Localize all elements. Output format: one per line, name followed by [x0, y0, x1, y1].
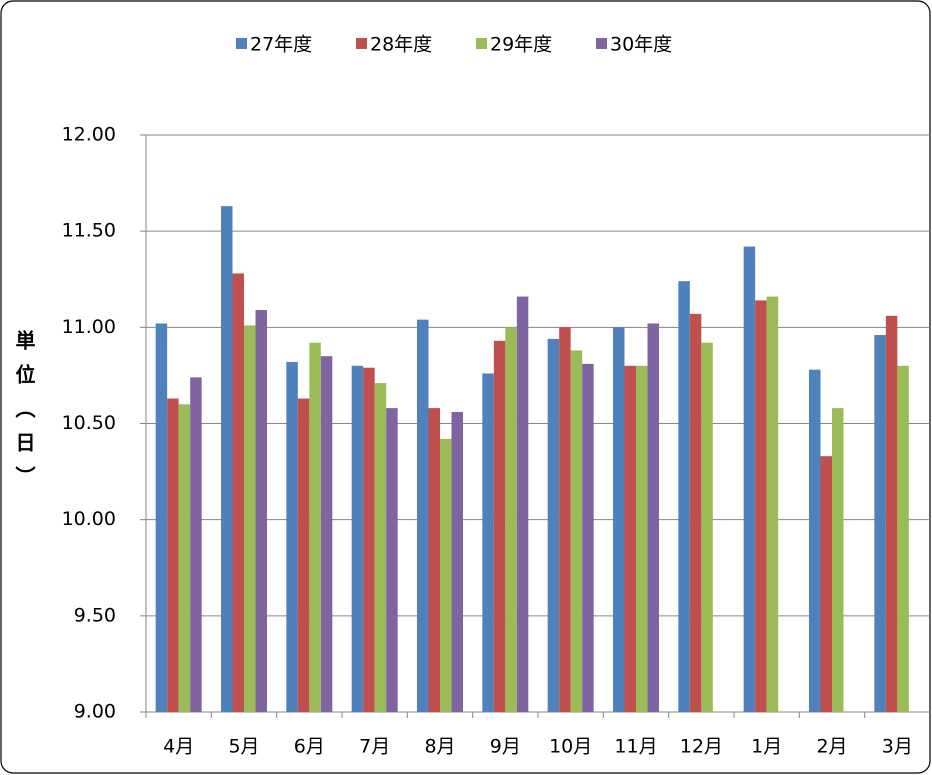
- bar: [493, 340, 506, 712]
- bar: [167, 398, 179, 712]
- bar: [678, 281, 690, 712]
- bar: [255, 310, 267, 712]
- bar: [743, 246, 756, 712]
- bar: [286, 361, 298, 712]
- bar: [505, 327, 517, 712]
- bar: [897, 365, 909, 712]
- bar: [636, 365, 648, 712]
- bar: [755, 300, 767, 712]
- x-tick-label: 10月: [549, 736, 592, 758]
- bar: [363, 367, 375, 712]
- bar: [440, 438, 452, 712]
- x-tick-label: 3月: [882, 736, 913, 758]
- x-tick-label: 4月: [163, 736, 194, 758]
- legend-swatch: [356, 38, 367, 49]
- bar: [559, 327, 571, 712]
- bar: [178, 404, 191, 712]
- bar: [190, 377, 202, 712]
- y-tick-label: 10.50: [62, 412, 116, 434]
- x-tick-label: 11月: [614, 736, 657, 758]
- bar: [809, 369, 821, 712]
- bar: [221, 206, 233, 712]
- bar: [547, 338, 560, 712]
- x-tick-label: 8月: [424, 736, 455, 758]
- legend-swatch: [476, 38, 487, 49]
- bar: [428, 408, 440, 712]
- bar: [613, 327, 625, 712]
- x-tick-label: 1月: [751, 736, 782, 758]
- x-tick-label: 9月: [490, 736, 521, 758]
- legend-label: 30年度: [610, 34, 672, 56]
- x-tick-label: 6月: [294, 736, 325, 758]
- bar: [874, 335, 886, 712]
- bar: [155, 323, 168, 712]
- x-tick-label: 2月: [816, 736, 847, 758]
- y-tick-label: 11.00: [62, 316, 116, 338]
- bar: [701, 342, 713, 712]
- bar: [374, 383, 387, 712]
- bar: [417, 319, 429, 712]
- bar: [244, 325, 256, 712]
- bar: [582, 363, 594, 712]
- y-tick-label: 10.00: [62, 508, 116, 530]
- bar: [820, 456, 832, 712]
- legend-swatch: [596, 38, 607, 49]
- bar: [624, 365, 636, 712]
- bar: [832, 408, 844, 712]
- bar: [482, 373, 494, 712]
- bar: [232, 273, 244, 712]
- y-axis-label: 単位（日）: [12, 330, 36, 500]
- y-tick-label: 12.00: [62, 124, 116, 146]
- bar: [647, 323, 659, 712]
- bar: [689, 313, 702, 712]
- x-tick-label: 7月: [359, 736, 390, 758]
- y-tick-label: 9.50: [74, 604, 116, 626]
- bar: [451, 411, 463, 712]
- legend-label: 29年度: [490, 34, 552, 56]
- legend-label: 28年度: [370, 34, 432, 56]
- bar: [386, 408, 398, 712]
- y-tick-label: 9.00: [74, 701, 116, 723]
- bar: [766, 296, 779, 712]
- bar: [570, 350, 583, 712]
- bar: [516, 296, 529, 712]
- legend-label: 27年度: [250, 34, 312, 56]
- bar: [309, 342, 321, 712]
- bar: [885, 315, 898, 712]
- bar: [320, 356, 333, 712]
- x-tick-label: 12月: [680, 736, 723, 758]
- bar: [351, 365, 364, 712]
- y-tick-label: 11.50: [62, 220, 116, 242]
- x-tick-label: 5月: [228, 736, 259, 758]
- legend-swatch: [236, 38, 247, 49]
- bar: [297, 398, 310, 712]
